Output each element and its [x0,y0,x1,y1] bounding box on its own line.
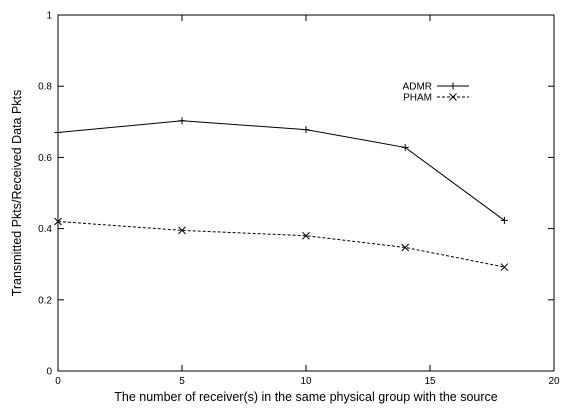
data-point-admr [54,128,62,136]
legend-label-admr: ADMR [403,82,432,93]
x-tick-label: 10 [300,376,312,387]
legend-marker-pham [449,93,457,101]
y-tick-label: 1 [46,11,52,22]
data-point-admr [500,216,508,224]
x-tick-label: 20 [548,376,560,387]
x-tick-label: 5 [179,376,185,387]
data-point-pham [401,243,410,252]
data-point-admr [401,143,409,151]
y-axis-label: Transmitted Pkts/Received Data Pkts [10,90,24,297]
data-point-pham [302,231,310,240]
series-line-admr [57,120,505,221]
plot-frame [57,14,555,372]
x-axis-label: The number of receiver(s) in the same ph… [114,390,498,404]
series-layer [54,117,509,271]
y-tick-label: 0.2 [38,295,52,306]
x-tick-label: 0 [55,376,61,387]
y-tick-label: 0.8 [38,82,52,93]
data-point-admr [302,126,310,134]
data-point-pham [54,217,62,226]
legend-marker-admr [449,82,457,90]
y-tick-label: 0.4 [38,224,52,235]
x-tick-label: 15 [424,376,436,387]
y-tick-label: 0 [46,367,52,378]
y-tick-label: 0.6 [38,153,52,164]
data-point-pham [178,226,186,235]
data-point-pham [500,263,509,271]
axis-ticks: 0 5 10 15 20 0 0.2 0.4 0.6 0.8 1 [38,11,560,388]
legend-label-pham: PHAM [403,93,432,104]
series-line-pham [57,220,505,268]
data-point-admr [178,117,186,125]
